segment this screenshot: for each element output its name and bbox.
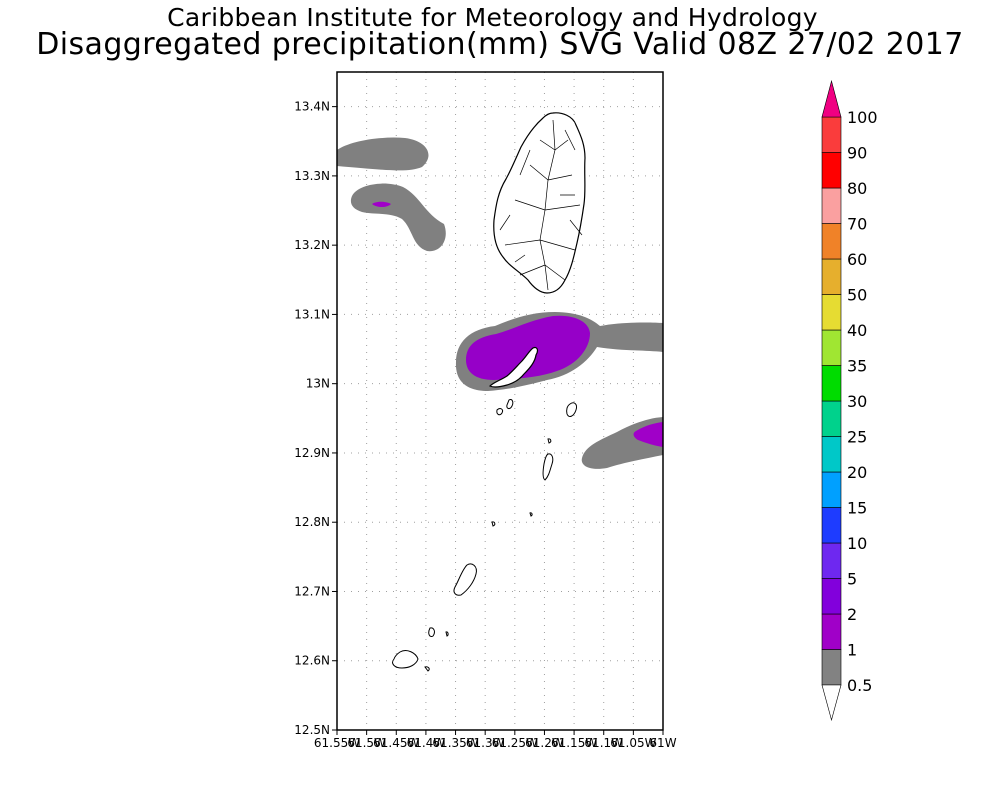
colorbar-bin xyxy=(821,613,842,650)
river-network xyxy=(499,119,583,291)
lon-tick-label: 61.5W xyxy=(347,736,386,750)
colorbar-label: 50 xyxy=(847,286,867,305)
colorbar-bottom-arrow xyxy=(821,684,842,722)
colorbar-label: 70 xyxy=(847,215,867,234)
lon-tick-label: 61.45W xyxy=(373,736,419,750)
colorbar-label: 1 xyxy=(847,641,857,660)
lat-tick-label: 12.5N xyxy=(294,723,330,737)
colorbar-label: 90 xyxy=(847,144,867,163)
colorbar-bin xyxy=(821,578,842,615)
lon-tick-label: 61.55W xyxy=(314,736,360,750)
lat-tick-label: 12.9N xyxy=(294,446,330,460)
colorbar-bin xyxy=(821,152,842,189)
island-small xyxy=(547,438,552,444)
colorbar-bin xyxy=(821,116,842,153)
precip-area-light xyxy=(337,137,429,171)
plot-frame xyxy=(336,71,664,731)
island-canouan xyxy=(542,453,554,481)
colorbar-bin xyxy=(821,187,842,224)
precip-area-moderate xyxy=(633,422,663,447)
lon-tick-label: 61.4W xyxy=(407,736,446,750)
island-small xyxy=(529,512,533,517)
colorbar-bin xyxy=(821,507,842,544)
colorbar-bin xyxy=(821,365,842,402)
colorbar-bin xyxy=(821,294,842,331)
lat-tick-label: 13N xyxy=(306,377,330,391)
lat-tick-label: 12.8N xyxy=(294,515,330,529)
colorbar-label: 5 xyxy=(847,570,857,589)
lon-tick-label: 61.1W xyxy=(584,736,623,750)
island-st-vincent xyxy=(493,112,586,294)
colorbar-bin xyxy=(821,471,842,508)
colorbar-bin xyxy=(821,436,842,473)
map-gridlines xyxy=(336,72,664,731)
colorbar-bin xyxy=(821,400,842,437)
colorbar-label: 10 xyxy=(847,534,867,553)
lon-tick-label: 61.3W xyxy=(466,736,505,750)
lat-tick-label: 13.2N xyxy=(294,238,330,252)
colorbar-bin xyxy=(821,329,842,366)
colorbar-label: 0.5 xyxy=(847,676,872,695)
colorbar-label: 30 xyxy=(847,392,867,411)
coastlines xyxy=(392,112,586,672)
colorbar-label: 2 xyxy=(847,605,857,624)
lat-tick-label: 12.7N xyxy=(294,584,330,598)
colorbar-bin xyxy=(821,258,842,295)
colorbar-label: 15 xyxy=(847,499,867,518)
lat-tick-label: 13.3N xyxy=(294,169,330,183)
colorbar-bin xyxy=(821,649,842,686)
island-small xyxy=(445,631,449,637)
colorbar-top-arrow xyxy=(821,79,842,118)
island-small xyxy=(506,399,514,409)
colorbar-label: 20 xyxy=(847,463,867,482)
colorbar-label: 80 xyxy=(847,179,867,198)
island-bequia xyxy=(488,346,539,388)
lat-tick-label: 13.1N xyxy=(294,307,330,321)
lon-tick-label: 61.2W xyxy=(525,736,564,750)
map-axes: 13.4N 13.3N 13.2N 13.1N 13N 12.9N 12.8N 12.7N 12… xyxy=(294,100,676,750)
lat-tick-label: 13.4N xyxy=(294,100,330,114)
colorbar-bin xyxy=(821,542,842,579)
lon-tick-label: 61.15W xyxy=(551,736,597,750)
colorbar-label: 40 xyxy=(847,321,867,340)
island-union xyxy=(453,563,477,596)
chart-subtitle: Disaggregated precipitation(mm) SVG Vali… xyxy=(36,27,964,62)
precipitation-field xyxy=(337,137,663,469)
island-small xyxy=(496,408,503,416)
colorbar-label: 25 xyxy=(847,428,867,447)
lat-tick-label: 12.6N xyxy=(294,654,330,668)
colorbar-label: 100 xyxy=(847,108,878,127)
precip-area-light xyxy=(350,183,446,252)
lon-tick-label: 61.05W xyxy=(610,736,656,750)
precip-area-moderate xyxy=(466,315,590,380)
precip-area-moderate xyxy=(372,201,391,207)
lon-tick-label: 61W xyxy=(649,736,676,750)
island-mustique xyxy=(566,402,577,418)
lon-tick-label: 61.25W xyxy=(492,736,538,750)
colorbar-bin xyxy=(821,223,842,260)
colorbar-label: 35 xyxy=(847,357,867,376)
island-small xyxy=(428,627,435,637)
island-small xyxy=(491,521,496,527)
colorbar-label: 60 xyxy=(847,250,867,269)
lon-tick-label: 61.35W xyxy=(432,736,478,750)
chart-title: Caribbean Institute for Meteorology and … xyxy=(167,3,818,32)
island-small xyxy=(424,666,430,672)
island-carriacou xyxy=(392,650,419,669)
